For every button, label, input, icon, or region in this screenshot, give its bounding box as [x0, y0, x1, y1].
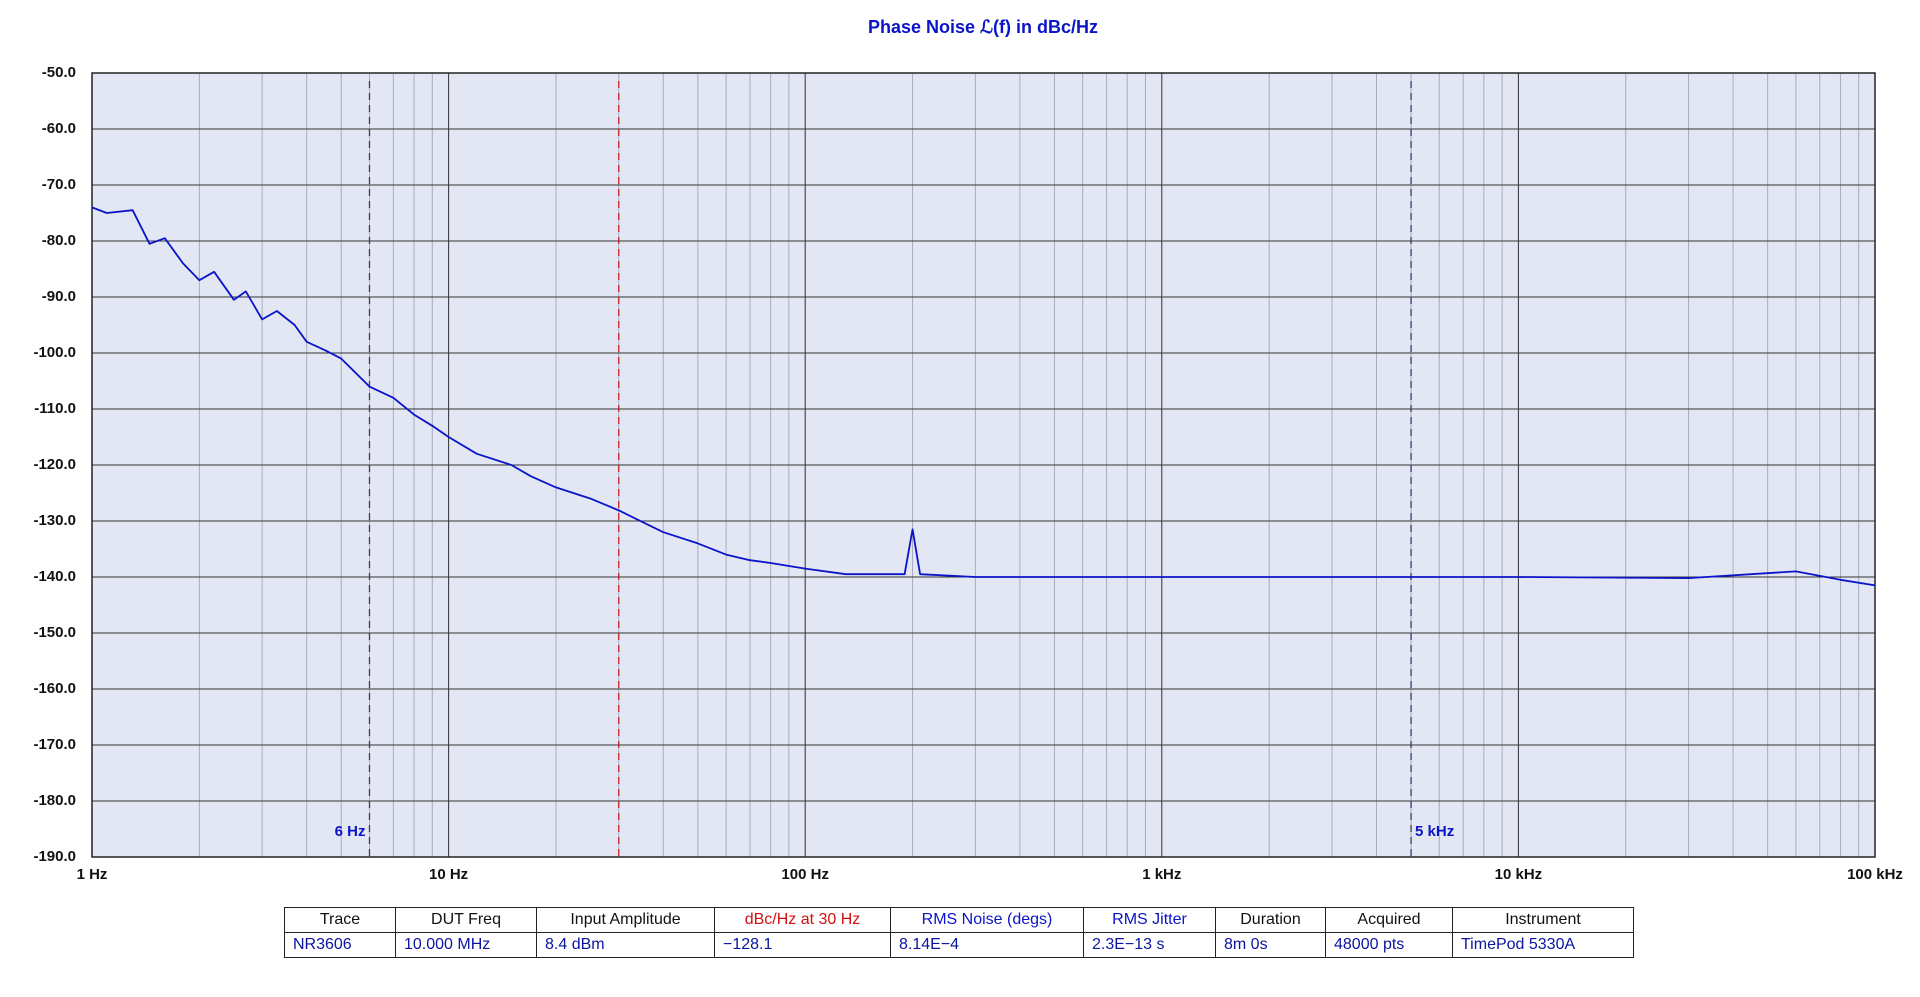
chart: Phase Noise ℒ(f) in dBc/Hz -50.0 -60.0 -70…: [33, 17, 1903, 883]
marker-label: 6 Hz: [335, 823, 366, 840]
y-tick-label: -100.0: [33, 344, 76, 361]
y-tick-label: -50.0: [42, 64, 76, 81]
data-line: [91, 206, 1876, 587]
value-cell: −128.1: [714, 932, 891, 958]
y-tick-label: -110.0: [34, 400, 76, 417]
header-cell: Instrument: [1452, 907, 1634, 933]
value-cell: 48000 pts: [1325, 932, 1453, 958]
header-cell: RMS Jitter: [1083, 907, 1216, 933]
x-tick-label: 100 Hz: [781, 866, 829, 883]
header-cell: DUT Freq: [395, 907, 537, 933]
y-tick-label: -170.0: [33, 736, 76, 753]
y-tick-label: -180.0: [33, 792, 76, 809]
header-cell: RMS Noise (degs): [890, 907, 1084, 933]
value-cell: 8.14E−4: [890, 932, 1084, 958]
header-cell: Input Amplitude: [536, 907, 715, 933]
plot-border: [91, 72, 1876, 858]
header-cell: dBc/Hz at 30 Hz: [714, 907, 891, 933]
x-tick-label: 100 kHz: [1847, 866, 1903, 883]
y-tick-label: -120.0: [33, 456, 76, 473]
value-cell: 2.3E−13 s: [1083, 932, 1216, 958]
y-tick-label: -160.0: [33, 680, 76, 697]
y-tick-label: -140.0: [33, 568, 76, 585]
y-tick-label: -90.0: [42, 288, 76, 305]
header-cell: Duration: [1215, 907, 1326, 933]
y-tick-label: -190.0: [33, 848, 76, 865]
value-cell: 8.4 dBm: [536, 932, 715, 958]
header-cell: Trace: [284, 907, 396, 933]
value-cell: TimePod 5330A: [1452, 932, 1634, 958]
value-cell: 8m 0s: [1215, 932, 1326, 958]
x-tick-label: 1 Hz: [77, 866, 108, 883]
value-cell: NR3606: [284, 932, 396, 958]
value-cell: 10.000 MHz: [395, 932, 537, 958]
header-cell: Acquired: [1325, 907, 1453, 933]
y-tick-label: -70.0: [42, 176, 76, 193]
y-tick-label: -60.0: [42, 120, 76, 137]
y-tick-label: -130.0: [33, 512, 76, 529]
table-header: Trace DUT Freq Input Amplitude dBc/Hz at…: [284, 907, 1634, 933]
info-table: Trace DUT Freq Input Amplitude dBc/Hz at…: [284, 907, 1634, 958]
table-row: NR3606 10.000 MHz 8.4 dBm −128.1 8.14E−4…: [284, 932, 1634, 958]
x-tick-label: 10 Hz: [429, 866, 468, 883]
y-tick-label: -150.0: [33, 624, 76, 641]
y-tick-label: -80.0: [42, 232, 76, 249]
chart-title: Phase Noise ℒ(f) in dBc/Hz: [868, 17, 1098, 37]
x-tick-label: 1 kHz: [1142, 866, 1181, 883]
marker-label: 5 kHz: [1415, 823, 1454, 840]
x-tick-label: 10 kHz: [1495, 866, 1543, 883]
